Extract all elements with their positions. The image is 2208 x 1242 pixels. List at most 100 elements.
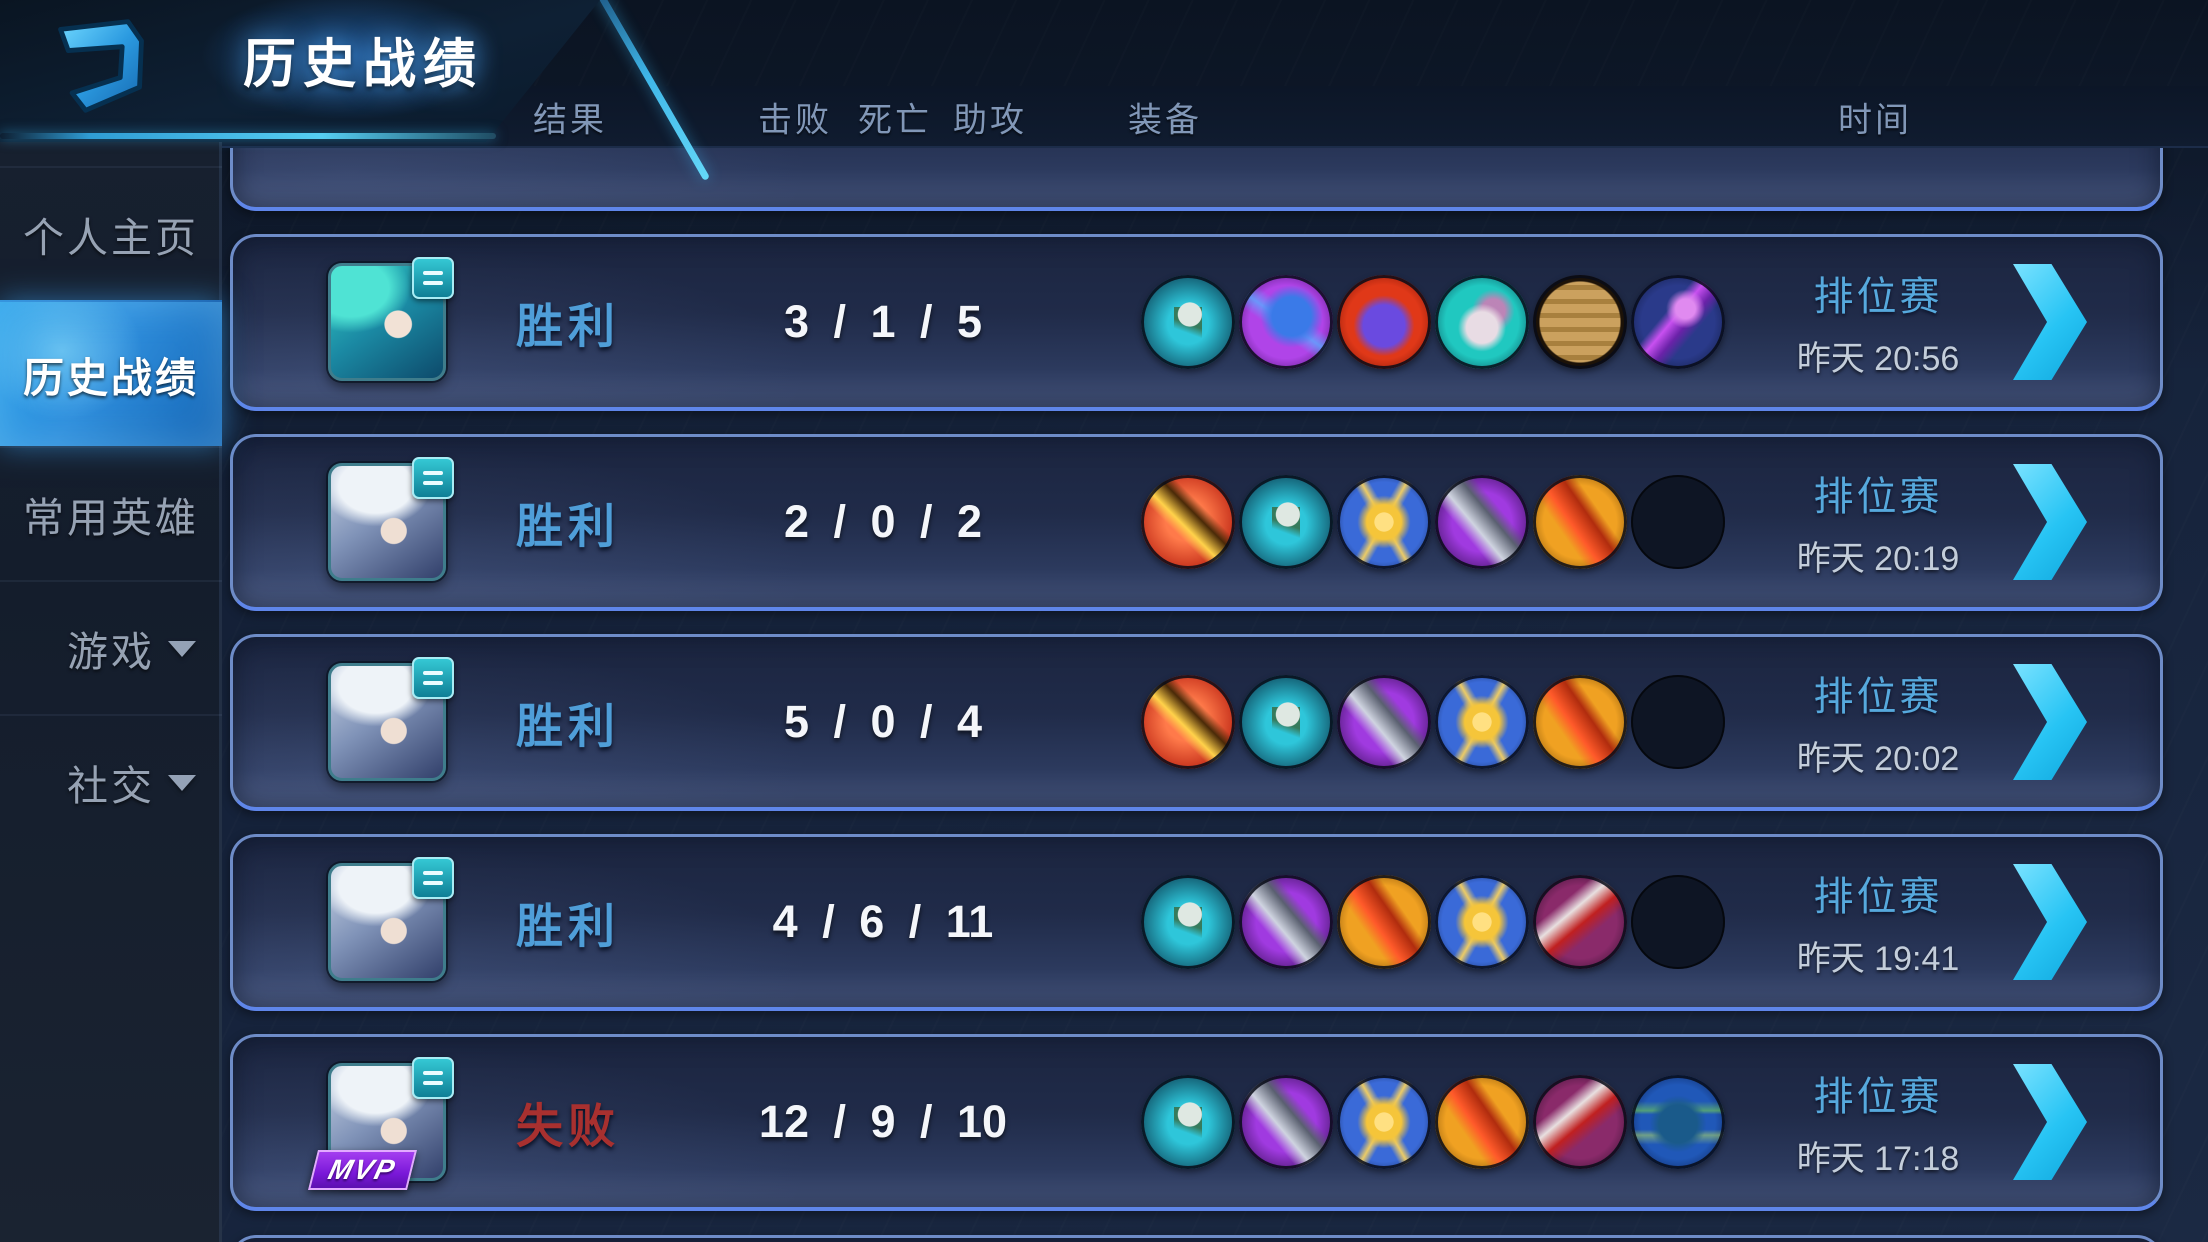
sidebar-item-social[interactable]: 社交 xyxy=(0,714,222,848)
equipment-list xyxy=(1141,275,1725,369)
item-icon-red-blade-gold xyxy=(1435,1075,1529,1169)
chevron-down-icon xyxy=(168,775,196,791)
item-icon-cyan-boots xyxy=(1239,475,1333,569)
mode-time-block: 排位赛 昨天 20:56 xyxy=(1753,264,2003,380)
sidebar-item-match-history[interactable]: 历史战绩 xyxy=(0,300,222,446)
column-kills: 击败 xyxy=(758,101,832,140)
detail-arrow-icon[interactable] xyxy=(2013,864,2087,980)
banner-swoosh-line xyxy=(0,133,496,139)
match-mode: 排位赛 xyxy=(1813,675,1943,719)
equipment-list xyxy=(1141,875,1725,969)
sidebar-item-label: 个人主页 xyxy=(23,215,199,261)
column-result: 结果 xyxy=(533,101,607,140)
item-icon-wooden-crate xyxy=(1533,275,1627,369)
kda-value: 3 / 1 / 5 xyxy=(783,296,983,347)
mode-time-block: 排位赛 昨天 19:41 xyxy=(1753,864,2003,980)
item-icon-blue-dragon xyxy=(1239,275,1333,369)
item-icon-red-blade-gold xyxy=(1533,475,1627,569)
item-icon-empty xyxy=(1631,875,1725,969)
match-row-partial-top[interactable] xyxy=(230,148,2163,211)
match-mode: 排位赛 xyxy=(1813,275,1943,319)
page-title: 历史战绩 xyxy=(243,35,483,94)
equipment-list xyxy=(1141,475,1725,569)
rank-badge-icon xyxy=(412,257,454,299)
column-equipment: 装备 xyxy=(1128,101,1202,140)
match-time: 昨天 20:02 xyxy=(1796,740,1960,778)
item-icon-cyan-boots xyxy=(1141,275,1235,369)
hero-avatar[interactable] xyxy=(328,257,454,381)
sidebar-item-label: 社交 xyxy=(67,763,155,809)
match-result: 胜利 xyxy=(516,299,620,353)
detail-arrow-icon[interactable] xyxy=(2013,264,2087,380)
item-icon-green-cloak-blue xyxy=(1631,1075,1725,1169)
item-icon-red-blade-gold xyxy=(1337,875,1431,969)
sidebar-item-frequent-heroes[interactable]: 常用英雄 xyxy=(0,446,222,580)
match-result: 失败 xyxy=(516,1099,620,1153)
item-icon-purple-hat-red xyxy=(1337,275,1431,369)
rank-badge-icon xyxy=(412,857,454,899)
item-icon-skull-mask-teal xyxy=(1435,275,1529,369)
item-icon-cyan-boots xyxy=(1141,875,1235,969)
mvp-badge-label: MVP xyxy=(325,1154,400,1185)
match-result: 胜利 xyxy=(516,899,620,953)
kda-value: 2 / 0 / 2 xyxy=(783,496,983,547)
match-time: 昨天 19:41 xyxy=(1796,940,1960,978)
mode-time-block: 排位赛 昨天 20:19 xyxy=(1753,464,2003,580)
match-row[interactable]: MVP 失败 12 / 9 / 10 排位赛 昨天 17:18 xyxy=(230,1034,2163,1211)
match-mode: 排位赛 xyxy=(1813,475,1943,519)
hero-avatar[interactable] xyxy=(328,857,454,981)
item-icon-crystal-staff-blue xyxy=(1631,275,1725,369)
match-row-partial-bottom[interactable] xyxy=(230,1235,2163,1242)
column-deaths: 死亡 xyxy=(858,101,932,140)
match-row[interactable]: 胜利 5 / 0 / 4 排位赛 昨天 20:02 xyxy=(230,634,2163,811)
item-icon-empty xyxy=(1631,475,1725,569)
top-banner xyxy=(0,0,600,142)
match-mode: 排位赛 xyxy=(1813,875,1943,919)
rank-badge-icon xyxy=(412,457,454,499)
detail-arrow-icon[interactable] xyxy=(2013,664,2087,780)
match-time: 昨天 17:18 xyxy=(1796,1140,1960,1178)
sidebar-item-game[interactable]: 游戏 xyxy=(0,580,222,714)
item-icon-gold-dagger-red xyxy=(1141,475,1235,569)
match-row[interactable]: 胜利 4 / 6 / 11 排位赛 昨天 19:41 xyxy=(230,834,2163,1011)
sidebar-item-profile[interactable]: 个人主页 xyxy=(0,166,222,300)
item-icon-gold-star-blue xyxy=(1435,675,1529,769)
match-list[interactable]: 胜利 3 / 1 / 5 排位赛 昨天 20:56 胜利 2 / 0 / 2 排… xyxy=(222,148,2208,1242)
rank-badge-icon xyxy=(412,1057,454,1099)
item-icon-gold-star-blue xyxy=(1435,875,1529,969)
item-icon-dark-axe-purple xyxy=(1435,475,1529,569)
item-icon-red-claw-magenta xyxy=(1533,1075,1627,1169)
equipment-list xyxy=(1141,1075,1725,1169)
match-time: 昨天 20:19 xyxy=(1796,540,1960,578)
hero-avatar[interactable] xyxy=(328,657,454,781)
detail-arrow-icon[interactable] xyxy=(2013,464,2087,580)
hero-avatar[interactable]: MVP xyxy=(308,1057,454,1190)
mvp-badge: MVP xyxy=(308,1150,417,1190)
item-icon-gold-dagger-red xyxy=(1141,675,1235,769)
match-result: 胜利 xyxy=(516,699,620,753)
detail-arrow-icon[interactable] xyxy=(2013,1064,2087,1180)
item-icon-gold-star-blue xyxy=(1337,1075,1431,1169)
chevron-down-icon xyxy=(168,641,196,657)
equipment-list xyxy=(1141,675,1725,769)
item-icon-cyan-boots xyxy=(1239,675,1333,769)
item-icon-empty xyxy=(1631,675,1725,769)
table-header: 结果 击败 死亡 助攻 装备 时间 xyxy=(222,86,2208,148)
item-icon-gold-star-blue xyxy=(1337,475,1431,569)
match-row[interactable]: 胜利 3 / 1 / 5 排位赛 昨天 20:56 xyxy=(230,234,2163,411)
column-assists: 助攻 xyxy=(953,101,1027,140)
sidebar-item-label: 历史战绩 xyxy=(23,355,199,401)
item-icon-dark-axe-purple xyxy=(1239,875,1333,969)
match-row[interactable]: 胜利 2 / 0 / 2 排位赛 昨天 20:19 xyxy=(230,434,2163,611)
rank-badge-icon xyxy=(412,657,454,699)
item-icon-cyan-boots xyxy=(1141,1075,1235,1169)
title-glow xyxy=(200,0,500,120)
column-time: 时间 xyxy=(1838,101,1912,140)
kda-value: 12 / 9 / 10 xyxy=(758,1096,1008,1147)
mode-time-block: 排位赛 昨天 17:18 xyxy=(1753,1064,2003,1180)
item-icon-dark-axe-purple xyxy=(1239,1075,1333,1169)
sidebar-spacer xyxy=(0,140,222,166)
kda-value: 5 / 0 / 4 xyxy=(783,696,983,747)
hero-avatar[interactable] xyxy=(328,457,454,581)
